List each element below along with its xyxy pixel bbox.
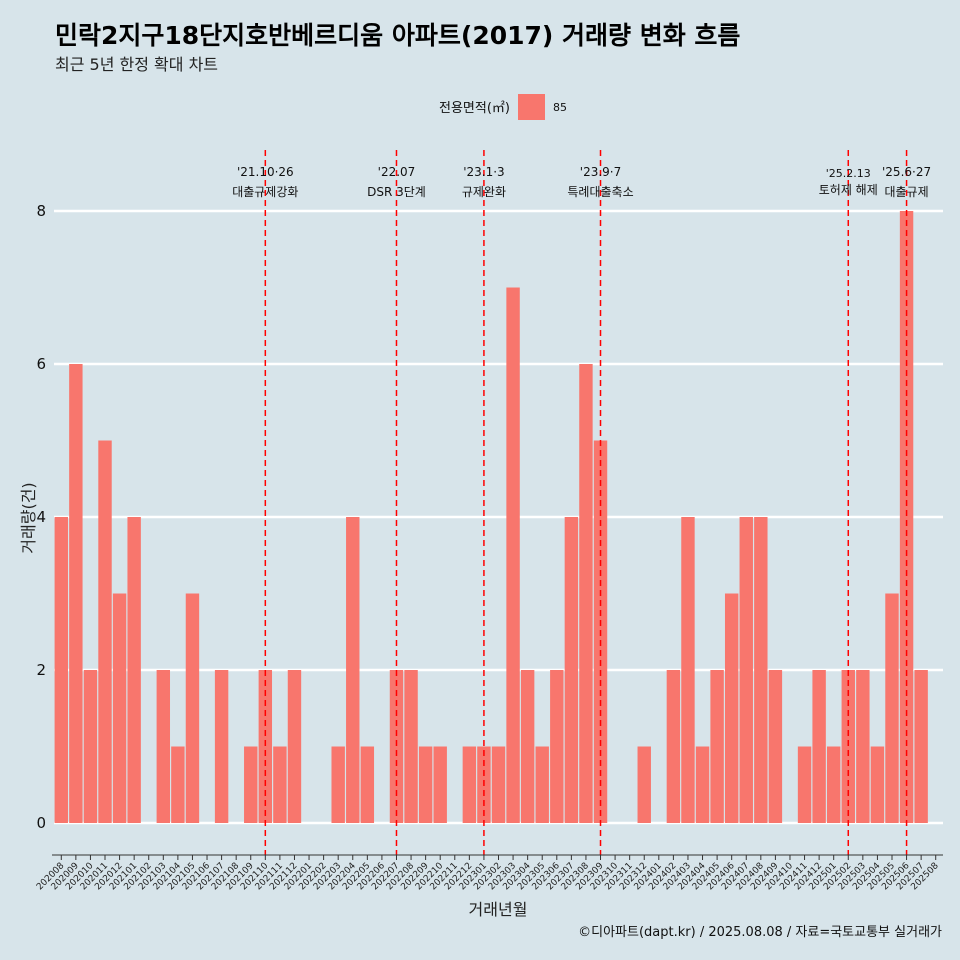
bar-202409 xyxy=(768,670,783,823)
bar-202302 xyxy=(491,746,506,823)
bar-202205 xyxy=(360,746,375,823)
bar-202501 xyxy=(826,746,841,823)
y-tick-label: 0 xyxy=(36,814,46,832)
bar-202207 xyxy=(389,670,404,823)
event-date-label: '23.9·7 xyxy=(580,165,621,179)
event-desc-label: 대출규제강화 xyxy=(232,185,298,199)
bar-202312 xyxy=(637,746,651,823)
bar-202104 xyxy=(171,746,185,823)
bar-202209 xyxy=(418,746,433,823)
bar-202010 xyxy=(83,670,98,823)
event-desc-label: 규제완화 xyxy=(462,185,506,199)
bar-202208 xyxy=(404,670,418,823)
bar-202402 xyxy=(666,670,681,823)
bar-202112 xyxy=(287,670,302,823)
bar-202111 xyxy=(273,746,287,823)
legend-title: 전용면적(㎡) xyxy=(439,101,510,116)
bar-202210 xyxy=(433,746,447,823)
bar-202105 xyxy=(185,593,200,823)
legend-swatch xyxy=(518,94,545,120)
bar-202502 xyxy=(841,670,855,823)
bar-202303 xyxy=(506,287,520,823)
bar-202304 xyxy=(520,670,535,823)
bar-202403 xyxy=(681,517,695,823)
event-desc-label: DSR 3단계 xyxy=(367,185,426,199)
bar-202504 xyxy=(870,746,885,823)
bar-202404 xyxy=(695,746,710,823)
legend-entry-85: 85 xyxy=(553,101,567,114)
bar-202506 xyxy=(899,211,914,823)
y-tick-label: 8 xyxy=(36,202,46,220)
grid xyxy=(54,209,943,825)
bar-202103 xyxy=(156,670,171,823)
bar-202012 xyxy=(112,593,127,823)
bar-202009 xyxy=(69,364,83,823)
event-desc-label: 대출규제 xyxy=(884,185,928,199)
bar-202101 xyxy=(127,517,141,823)
bar-202204 xyxy=(346,517,360,823)
event-lines xyxy=(264,150,908,855)
y-tick-label: 2 xyxy=(36,661,46,679)
bars xyxy=(54,211,928,823)
y-tick-label: 6 xyxy=(36,355,46,373)
y-axis: 0 2 4 6 8 xyxy=(36,202,46,832)
y-axis-label: 거래량(건) xyxy=(19,482,38,553)
bar-202212 xyxy=(462,746,477,823)
x-axis: 2020082020092020102020112020122021012021… xyxy=(35,854,943,892)
bar-202110 xyxy=(258,670,273,823)
event-desc-label: 토허제 해제 xyxy=(819,183,878,197)
event-desc-label: 특례대출축소 xyxy=(567,185,633,199)
event-date-label: '23.1·3 xyxy=(463,165,504,179)
bar-202203 xyxy=(331,746,345,823)
event-date-label: '21.10·26 xyxy=(237,165,294,179)
bar-202507 xyxy=(914,670,928,823)
chart-title: 민락2지구18단지호반베르디움 아파트(2017) 거래량 변화 흐름 xyxy=(55,21,740,50)
bar-202306 xyxy=(550,670,564,823)
legend: 전용면적(㎡) 85 xyxy=(439,94,567,120)
bar-202405 xyxy=(710,670,724,823)
event-date-label: '25.2.13 xyxy=(826,167,871,180)
y-tick-label: 4 xyxy=(36,508,46,526)
bar-202308 xyxy=(579,364,593,823)
bar-202505 xyxy=(885,593,899,823)
event-annotations: '21.10·26 대출규제강화 '22.07 DSR 3단계 '23.1·3 규제완화 '… xyxy=(232,165,931,199)
bar-202408 xyxy=(754,517,768,823)
bar-202503 xyxy=(856,670,870,823)
bar-202406 xyxy=(724,593,739,823)
bar-202008 xyxy=(54,517,68,823)
x-axis-label: 거래년월 xyxy=(469,900,528,919)
bar-202307 xyxy=(564,517,579,823)
bar-202412 xyxy=(812,670,826,823)
bar-202109 xyxy=(244,746,258,823)
bar-202107 xyxy=(214,670,229,823)
bar-202411 xyxy=(797,746,812,823)
event-date-label: '22.07 xyxy=(378,165,416,179)
bar-202305 xyxy=(535,746,549,823)
bar-202407 xyxy=(739,517,753,823)
bar-202011 xyxy=(98,440,112,823)
caption: ©디아파트(dapt.kr) / 2025.08.08 / 자료=국토교통부 실… xyxy=(578,925,942,940)
event-date-label: '25.6·27 xyxy=(882,165,931,179)
chart-subtitle: 최근 5년 한정 확대 차트 xyxy=(55,55,218,74)
